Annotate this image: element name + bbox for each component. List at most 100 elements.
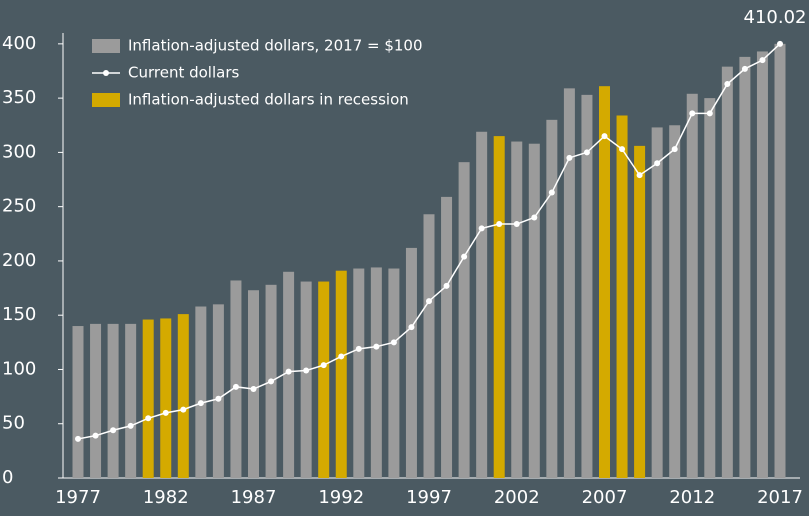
line-point [636,172,643,179]
legend-swatch [92,93,120,107]
line-point [777,40,783,47]
line-point [110,427,117,434]
bar [212,304,224,478]
bar [458,162,470,478]
bar [599,86,610,479]
x-tick-label: 1977 [55,487,101,508]
bar [511,141,523,478]
bar [563,88,575,478]
line-point [601,133,608,140]
line-point [671,146,678,153]
legend-swatch [92,39,120,53]
line-point [75,435,81,442]
bar [230,280,242,478]
bar [388,268,400,478]
bar [651,127,663,479]
line-point [461,253,468,260]
line-point [180,406,187,413]
bar [528,143,540,478]
line-point [320,362,327,369]
bar [318,281,330,478]
y-tick-label: 350 [2,87,36,108]
line-point [162,409,169,416]
bar [546,119,558,478]
legend-label: Inflation-adjusted dollars, 2017 = $100 [128,37,423,55]
line-point [92,432,99,439]
y-tick-label: 200 [2,250,36,271]
bar [704,98,716,478]
bar [686,93,698,478]
bar [739,56,751,478]
bar [125,323,137,478]
line-point [268,378,275,385]
bar [335,270,347,478]
line-point [566,154,573,161]
x-tick-label: 1997 [406,487,452,508]
bar [476,131,488,478]
y-tick-label: 400 [2,33,36,54]
line-point [654,160,661,167]
line-point [390,339,397,346]
bar [160,318,172,478]
annotation: 410.02 [744,7,807,28]
bar [616,115,628,479]
line-point [232,383,239,390]
y-tick-label: 50 [2,413,25,434]
line-point [426,298,432,305]
bar [353,268,365,478]
line-point [285,368,292,375]
line-point [689,110,696,117]
line-point [355,345,362,352]
line-point [619,146,626,153]
bar [370,267,382,478]
line-point [215,395,222,402]
bar [669,125,681,478]
line-point [303,367,310,374]
line-point [759,57,766,64]
x-tick-label: 2012 [669,487,715,508]
x-tick-label: 2017 [757,487,803,508]
line-point [724,81,731,88]
bar [142,319,154,478]
y-tick-label: 250 [2,196,36,217]
line-point [706,110,713,117]
bar [721,66,733,479]
y-tick-label: 150 [2,304,36,325]
line-point [443,282,450,289]
bar [493,136,505,479]
line-point [408,324,415,331]
line-point [583,149,590,156]
y-tick-label: 300 [2,141,36,162]
line-point [496,221,503,228]
x-tick-label: 2007 [582,487,628,508]
bar [756,51,768,478]
line-point [513,221,520,228]
legend-swatch [103,70,109,76]
bar [195,306,207,478]
x-tick-label: 1982 [143,487,189,508]
line-point [197,400,204,407]
line-point [145,415,152,422]
bar [634,145,646,478]
bar [300,281,312,478]
line-point [373,343,380,350]
y-tick-label: 0 [2,467,13,488]
bar [283,271,295,478]
x-tick-label: 1992 [318,487,364,508]
line-point [548,189,555,196]
line-point [127,422,134,429]
bar [441,196,453,478]
line-point [478,225,485,232]
bar [774,43,786,478]
x-tick-label: 2002 [494,487,540,508]
bar [177,314,189,478]
y-tick-label: 100 [2,358,36,379]
bar [107,323,119,478]
bar [581,94,593,479]
bar [90,323,102,478]
bar [248,290,259,478]
line-point [250,386,257,392]
bar [423,214,435,478]
legend-label: Inflation-adjusted dollars in recession [128,91,409,109]
